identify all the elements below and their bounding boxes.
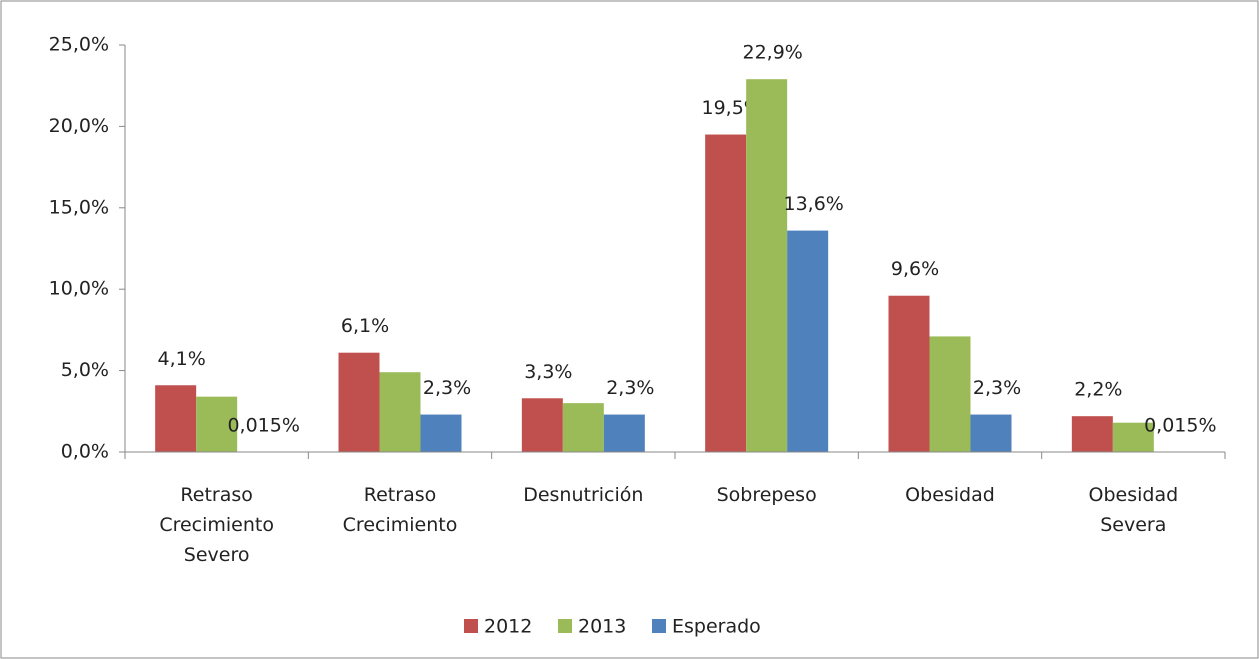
bar bbox=[379, 372, 421, 452]
bar bbox=[521, 398, 563, 452]
bar bbox=[970, 414, 1012, 452]
bar bbox=[420, 414, 462, 452]
x-tick-label: Obesidad Severa bbox=[1088, 484, 1179, 536]
data-label: 2,3% bbox=[606, 377, 654, 399]
data-label: 0,015% bbox=[227, 414, 299, 436]
bar bbox=[1112, 422, 1154, 452]
legend-swatch bbox=[652, 619, 666, 633]
bar bbox=[929, 336, 971, 452]
x-tick-label: Sobrepeso bbox=[716, 484, 817, 506]
data-label: 22,9% bbox=[742, 42, 802, 64]
bar bbox=[603, 414, 645, 452]
data-label: 0,015% bbox=[1144, 414, 1216, 436]
bar bbox=[196, 396, 238, 452]
x-tick-label: Retraso Crecimiento Severo bbox=[159, 484, 274, 566]
bar bbox=[155, 385, 197, 452]
bar bbox=[705, 134, 747, 453]
legend-label: Esperado bbox=[672, 616, 761, 638]
data-label: 6,1% bbox=[341, 315, 389, 337]
x-tick-label: Desnutrición bbox=[523, 484, 644, 506]
bar bbox=[787, 230, 829, 452]
bar bbox=[746, 79, 788, 453]
data-label: 13,6% bbox=[783, 193, 843, 215]
y-tick-label: 15,0% bbox=[49, 196, 109, 218]
y-tick-label: 10,0% bbox=[49, 278, 109, 300]
data-label: 2,3% bbox=[423, 377, 471, 399]
x-tick-label: Obesidad bbox=[905, 484, 995, 506]
data-label: 2,2% bbox=[1074, 379, 1122, 401]
y-tick-label: 25,0% bbox=[49, 34, 109, 56]
bar bbox=[338, 352, 380, 452]
legend-swatch bbox=[558, 619, 572, 633]
legend-label: 2013 bbox=[578, 616, 626, 638]
bar bbox=[1071, 416, 1113, 452]
bar bbox=[562, 403, 604, 452]
legend-label: 2012 bbox=[484, 616, 532, 638]
data-label: 2,3% bbox=[973, 377, 1021, 399]
data-label: 3,3% bbox=[524, 361, 572, 383]
y-tick-label: 0,0% bbox=[61, 441, 109, 463]
legend-swatch bbox=[464, 619, 478, 633]
bar bbox=[888, 295, 930, 452]
data-label: 4,1% bbox=[158, 348, 206, 370]
data-label: 9,6% bbox=[891, 258, 939, 280]
y-tick-label: 5,0% bbox=[61, 359, 109, 381]
y-tick-label: 20,0% bbox=[49, 115, 109, 137]
x-tick-label: Retraso Crecimiento bbox=[342, 484, 458, 536]
